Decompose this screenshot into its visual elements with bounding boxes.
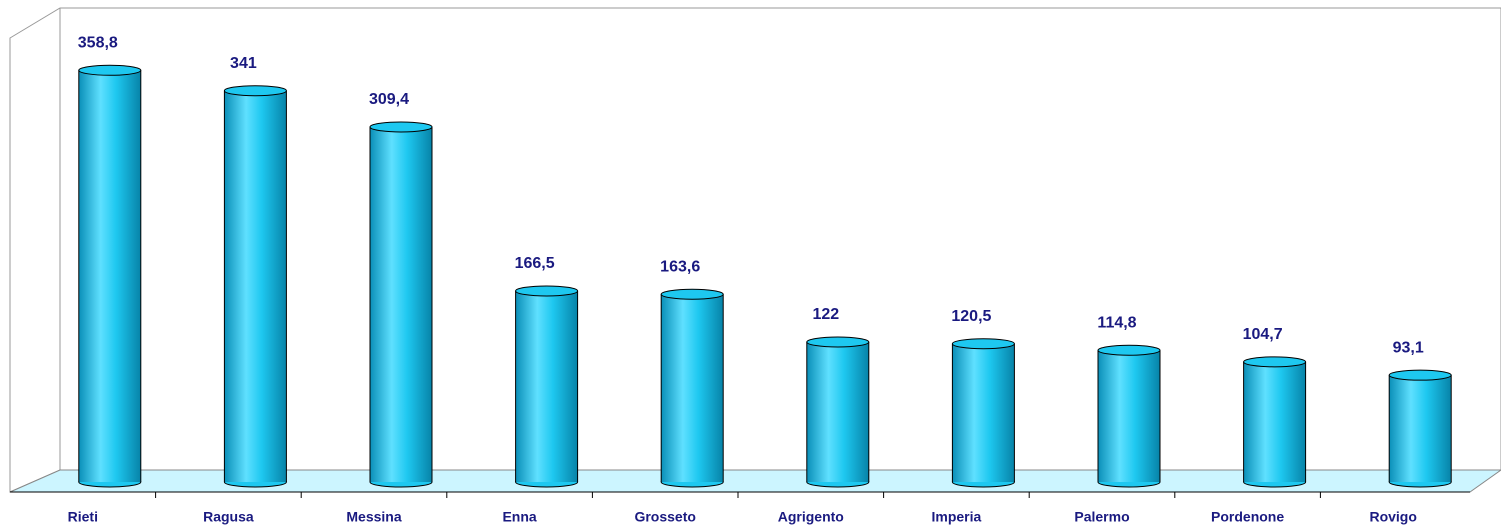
value-label: 120,5 [951,308,991,325]
bar-cap [1388,369,1452,381]
bar [1389,375,1452,482]
bar-cap [1097,344,1161,356]
bar-cap [1243,356,1307,368]
bar [1098,350,1160,482]
bar-cap [660,288,724,300]
bar-cap [515,285,579,297]
value-label: 104,7 [1243,326,1283,343]
x-tick-label: Agrigento [778,509,844,525]
bar [78,70,141,482]
x-tick-label: Palermo [1074,509,1129,525]
bar [515,290,578,482]
value-label: 114,8 [1097,314,1136,331]
value-label: 309,4 [369,91,409,108]
x-tick-label: Messina [346,509,401,525]
bar-cap [223,85,287,97]
bar [224,90,287,482]
bar-cap [369,121,433,133]
bar [1243,361,1306,482]
bar [806,342,869,482]
bar-cap [951,338,1015,350]
x-tick-label: Enna [502,509,536,525]
bar [952,343,1015,482]
bar-cap [78,64,142,76]
value-label: 166,5 [515,255,555,272]
x-tick-label: Rovigo [1369,509,1416,525]
value-label: 93,1 [1393,339,1424,356]
value-label: 358,8 [78,34,118,51]
x-tick-label: Rieti [68,509,98,525]
bar [661,294,724,482]
bar-cap [806,336,870,348]
x-tick-label: Imperia [931,509,981,525]
value-label: 163,6 [660,258,700,275]
x-tick-label: Grosseto [634,509,695,525]
bar [370,126,432,482]
x-tick-label: Pordenone [1211,509,1284,525]
x-tick-label: Ragusa [203,509,254,525]
value-label: 122 [812,306,839,323]
value-label: 341 [230,55,257,72]
